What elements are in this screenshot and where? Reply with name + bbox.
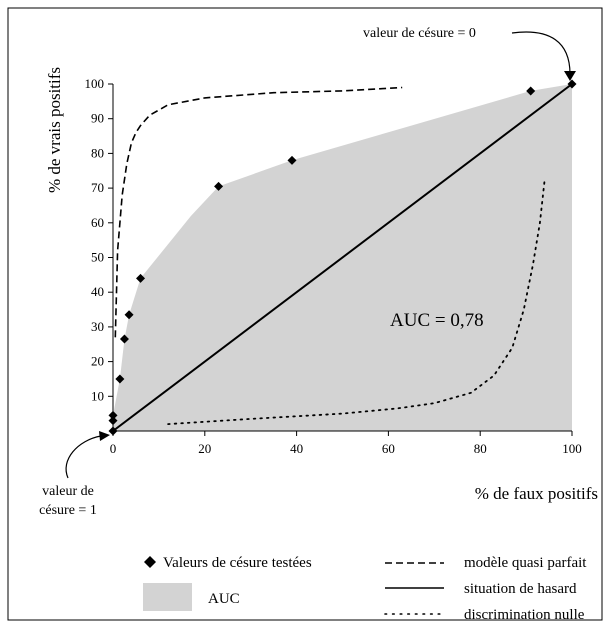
annotation-arrow-bottom (65, 435, 102, 479)
x-tick-label: 100 (562, 441, 582, 456)
annotation-cutoff-one-line1: valeur de (42, 484, 94, 499)
legend-label-solid: situation de hasard (464, 581, 577, 597)
y-tick-label: 100 (85, 76, 105, 91)
auc-value-label: AUC = 0,78 (390, 310, 484, 331)
legend-label-points: Valeurs de césure testées (163, 555, 312, 571)
y-tick-label: 10 (91, 388, 104, 403)
tick-labels: 10 20 30 40 50 60 70 80 90 100 0 20 40 60 80 100 (85, 76, 582, 456)
legend-diamond-marker (144, 556, 156, 568)
y-tick-label: 60 (91, 215, 104, 230)
annotation-arrowhead-bottom (99, 431, 110, 441)
legend-item-dotted: discrimination nulle (384, 607, 585, 623)
x-tick-label: 40 (290, 441, 303, 456)
x-tick-label: 60 (382, 441, 395, 456)
cutoff-point (567, 79, 577, 89)
legend: Valeurs de césure testées AUC modèle qua… (143, 555, 587, 623)
x-tick-label: 0 (110, 441, 117, 456)
legend-label-auc: AUC (208, 591, 240, 607)
cutoff-point (526, 86, 536, 96)
y-tick-label: 40 (91, 284, 104, 299)
annotation-cutoff-one-line2: césure = 1 (39, 503, 97, 518)
legend-label-dotted: discrimination nulle (464, 607, 585, 623)
legend-auc-swatch (143, 583, 192, 611)
chance-line (112, 83, 573, 432)
legend-item-solid: situation de hasard (385, 581, 577, 597)
annotation-cutoff-zero: valeur de césure = 0 (363, 26, 476, 41)
legend-label-dashed: modèle quasi parfait (464, 555, 587, 571)
annotation-arrow-top (511, 31, 571, 75)
axes (108, 83, 573, 436)
y-tick-label: 70 (91, 180, 104, 195)
cutoff-point (214, 181, 224, 191)
null-discrimination-curve (167, 180, 546, 426)
x-tick-label: 80 (474, 441, 487, 456)
y-tick-label: 30 (91, 319, 104, 334)
near-perfect-model-curve (114, 86, 403, 338)
y-tick-label: 50 (91, 250, 104, 265)
cutoff-point (136, 273, 146, 283)
legend-item-points: Valeurs de césure testées (144, 555, 312, 571)
annotation-arrowhead-top (564, 71, 576, 81)
y-tick-label: 90 (91, 111, 104, 126)
cutoff-point (115, 374, 125, 384)
cutoff-point (124, 310, 134, 320)
y-axis-label: % de vrais positifs (45, 67, 64, 193)
y-tick-label: 80 (91, 145, 104, 160)
cutoff-point (287, 155, 297, 165)
legend-item-dashed: modèle quasi parfait (385, 555, 587, 571)
x-tick-label: 20 (198, 441, 211, 456)
y-tick-label: 20 (91, 354, 104, 369)
cutoff-point (119, 334, 129, 344)
x-axis-label: % de faux positifs (475, 484, 598, 503)
legend-item-auc: AUC (143, 583, 240, 611)
